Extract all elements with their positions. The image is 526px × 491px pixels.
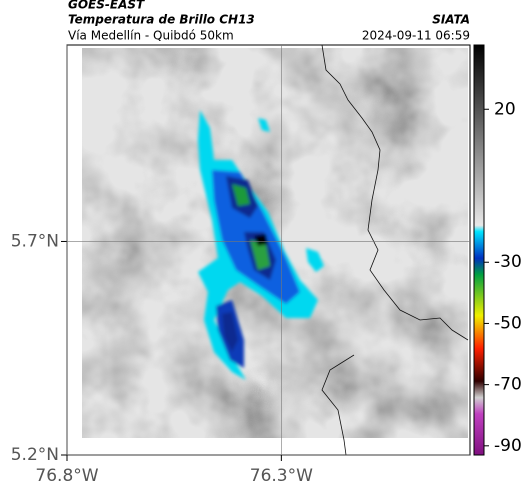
colorbar-tick-label: -50 (494, 313, 522, 333)
subtitle: Vía Medellín - Quibdó 50km (68, 29, 234, 43)
colorbar: 20 -30 -50 -70 -90 (473, 44, 522, 456)
datetime: 2024-09-11 06:59 (362, 29, 470, 43)
axes: 5.7°N 5.2°N76.8°W 76.3°W (11, 44, 471, 486)
source: GOES-EAST (68, 0, 145, 12)
satellite-image (67, 44, 470, 456)
lon-tick-label: 76.3°W (250, 466, 313, 486)
colorbar-scale (473, 44, 485, 456)
colorbar-tick-label: -90 (494, 436, 522, 456)
title: Temperatura de Brillo CH13 (68, 13, 255, 27)
colorbar-tick-label: 20 (494, 99, 516, 119)
org: SIATA (432, 13, 470, 27)
colorbar-tick-label: -30 (494, 252, 522, 272)
lon-tick-label: 76.8°W (35, 466, 98, 486)
lat-tick-label: 5.7°N (11, 231, 59, 251)
colorbar-tick-label: -70 (494, 375, 522, 395)
header: GOES-EAST Temperatura de Brillo CH13 SIA… (68, 0, 470, 43)
lat-tick-label: 5.2°N (11, 445, 59, 465)
